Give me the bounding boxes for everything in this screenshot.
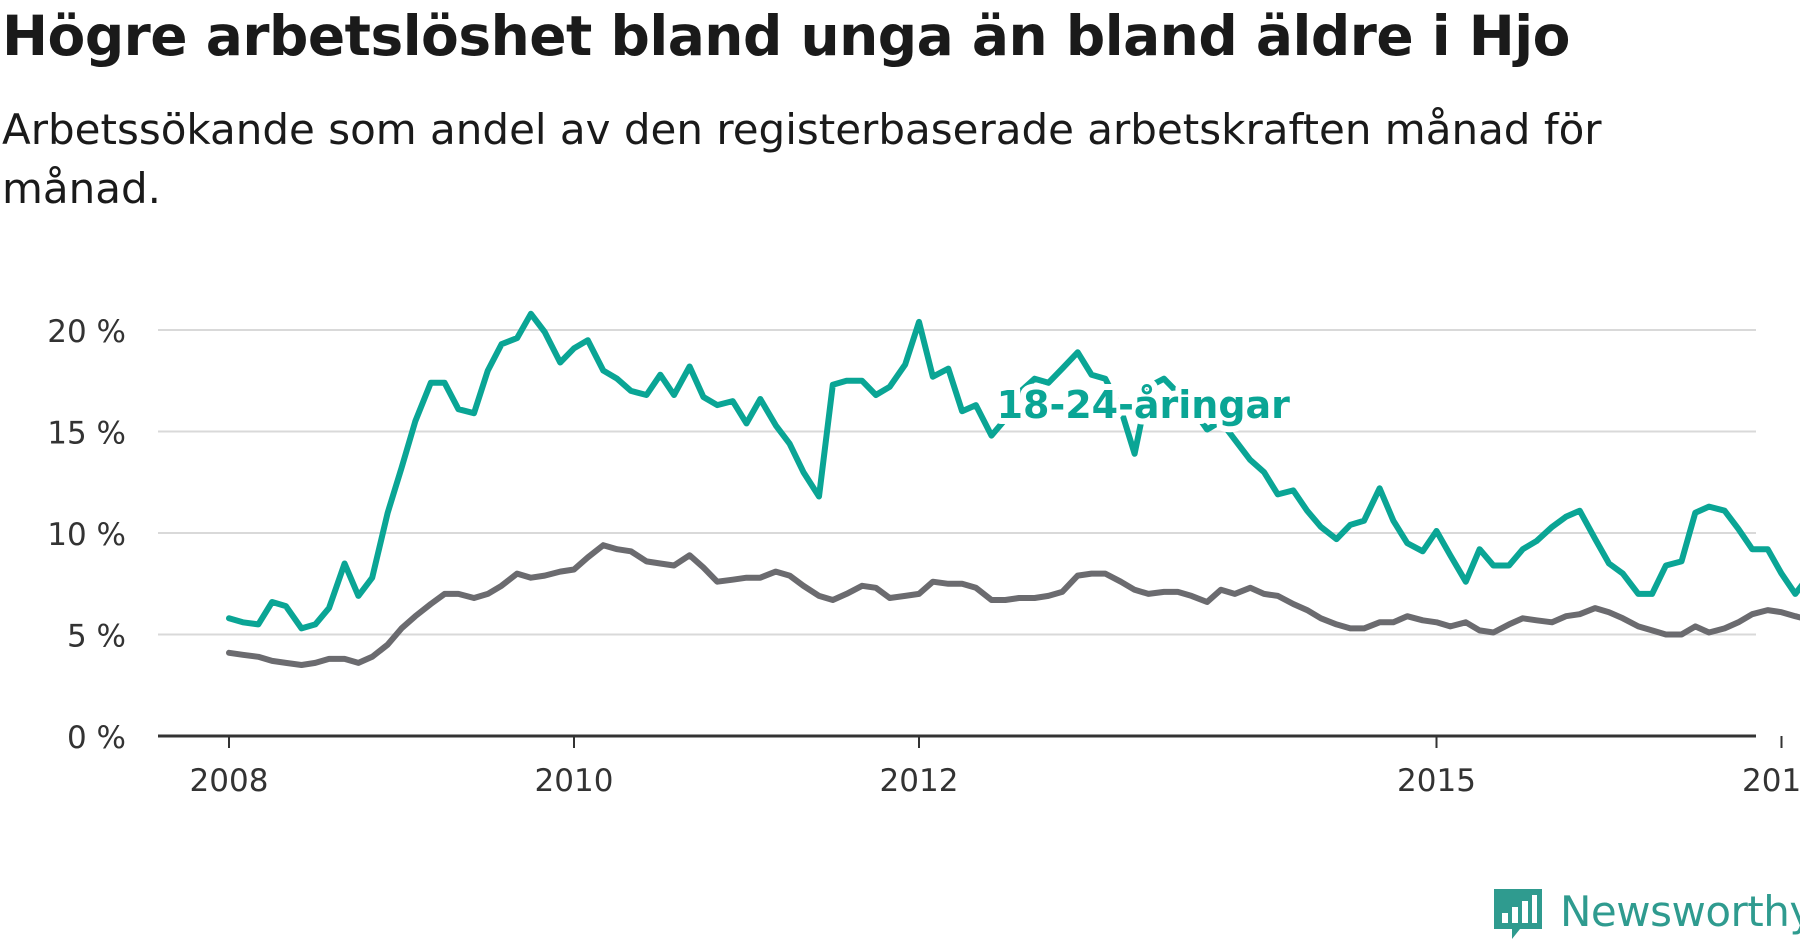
series-labels: 18-24-åringarTotal arbetslöshet7 %4,2 % <box>991 377 1297 433</box>
series-line-total <box>226 542 1800 668</box>
x-tick-label: 2008 <box>190 763 269 799</box>
chart-subtitle: Arbetssökande som andel av den registerb… <box>2 105 1602 213</box>
series-label-youth: 18-24-åringar <box>997 383 1291 427</box>
y-tick-label: 20 % <box>47 314 126 350</box>
y-tick-label: 15 % <box>47 416 126 452</box>
y-axis-ticks: 0 % 5 % 10 % 15 % 20 % <box>47 314 126 756</box>
y-tick-label: 10 % <box>47 517 126 553</box>
newsworthy-logo-icon <box>1494 889 1542 939</box>
y-tick-label: 0 % <box>67 720 126 756</box>
gridlines <box>158 329 1756 738</box>
x-tick-label: 2017 <box>1742 763 1800 799</box>
chart-title: Högre arbetslöshet bland unga än bland ä… <box>2 4 1570 68</box>
x-tick-label: 2010 <box>535 763 614 799</box>
series-lines <box>226 310 1800 668</box>
x-tick-label: 2012 <box>880 763 959 799</box>
x-tick-label: 2015 <box>1397 763 1476 799</box>
x-axis-ticks: 20082010201220152017202020222024 <box>190 736 1800 799</box>
brand-name: Newsworthy <box>1560 887 1800 936</box>
newsworthy-logo: Newsworthy <box>1490 885 1800 945</box>
y-tick-label: 5 % <box>67 619 126 655</box>
series-line-youth <box>226 310 1800 632</box>
